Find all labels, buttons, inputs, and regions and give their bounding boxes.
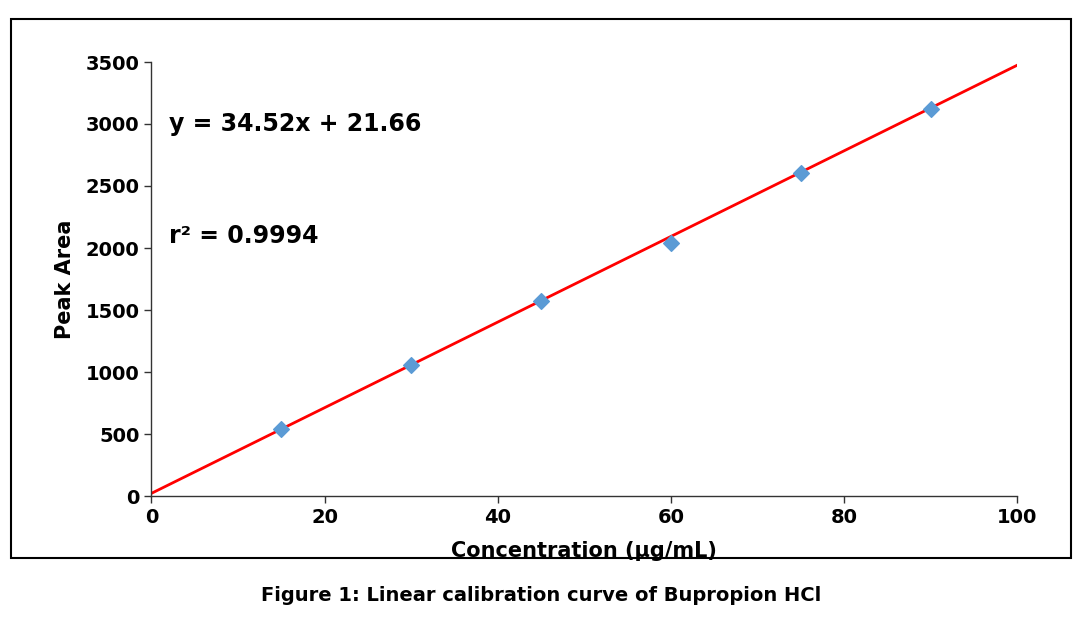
- Text: r² = 0.9994: r² = 0.9994: [169, 224, 318, 247]
- Y-axis label: Peak Area: Peak Area: [54, 219, 75, 339]
- Point: [792, 168, 809, 178]
- X-axis label: Concentration (μg/mL): Concentration (μg/mL): [451, 541, 717, 560]
- Point: [922, 105, 939, 115]
- Point: [532, 296, 550, 306]
- Point: [403, 360, 420, 370]
- Text: Figure 1: Linear calibration curve of Bupropion HCl: Figure 1: Linear calibration curve of Bu…: [261, 586, 821, 604]
- Point: [662, 238, 679, 248]
- Text: y = 34.52x + 21.66: y = 34.52x + 21.66: [169, 112, 421, 136]
- Point: [273, 424, 290, 434]
